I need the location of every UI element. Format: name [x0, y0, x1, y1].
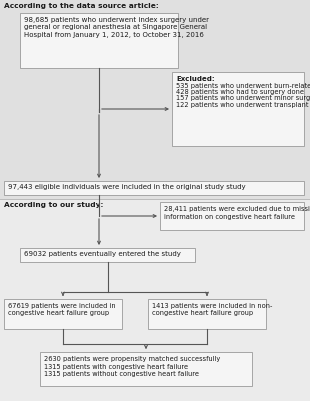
Text: 535 patients who underwent burn-related surgeries: 535 patients who underwent burn-related … — [176, 83, 310, 89]
Text: 98,685 patients who underwent index surgery under
general or regional anesthesia: 98,685 patients who underwent index surg… — [24, 17, 209, 38]
Text: 1413 patients were included in non-
congestive heart failure group: 1413 patients were included in non- cong… — [152, 303, 272, 316]
Bar — [4, 299, 122, 329]
Text: Excluded:: Excluded: — [176, 76, 215, 82]
Text: 28,411 patients were excluded due to missing
information on congestive heart fai: 28,411 patients were excluded due to mis… — [164, 206, 310, 219]
Text: 122 patients who underwent transplant surgeries: 122 patients who underwent transplant su… — [176, 101, 310, 107]
Bar — [0, 199, 310, 401]
Text: 2630 patients were propensity matched successfully
1315 patients with congestive: 2630 patients were propensity matched su… — [44, 356, 220, 377]
Text: 67619 patients were included in
congestive heart failure group: 67619 patients were included in congesti… — [8, 303, 116, 316]
Text: According to our study:: According to our study: — [4, 202, 103, 208]
Text: 69032 patients eventually entered the study: 69032 patients eventually entered the st… — [24, 251, 181, 257]
Bar — [172, 72, 304, 146]
Bar — [20, 248, 195, 262]
Bar — [40, 352, 252, 386]
Bar — [4, 181, 304, 195]
Bar — [20, 13, 178, 68]
Bar — [0, 0, 310, 199]
Text: 428 patients who had to surgery done: 428 patients who had to surgery done — [176, 89, 304, 95]
Text: 97,443 eligible individuals were included in the original study study: 97,443 eligible individuals were include… — [8, 184, 246, 190]
Bar — [160, 202, 304, 230]
Text: According to the data source article:: According to the data source article: — [4, 3, 159, 9]
Text: 157 patients who underwent minor surgeries: 157 patients who underwent minor surgeri… — [176, 95, 310, 101]
Bar — [148, 299, 266, 329]
